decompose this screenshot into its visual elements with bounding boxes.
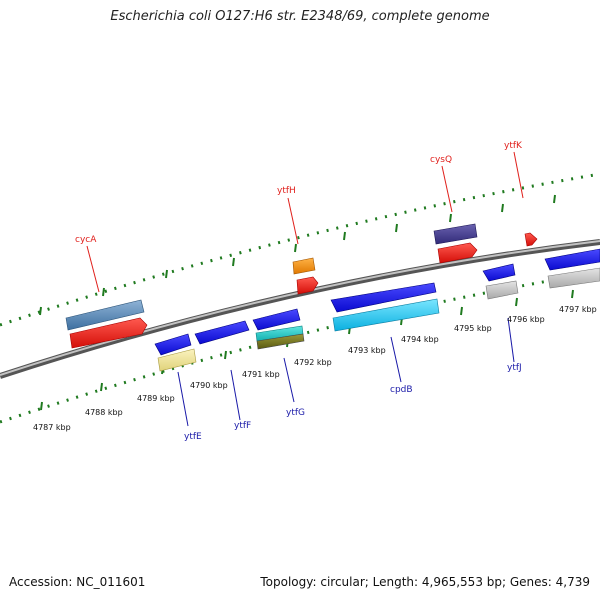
gene-ytfF-arrow xyxy=(194,320,250,345)
gene-label-cpdB: cpdB xyxy=(390,385,413,395)
axis-label-4788: 4788 kbp xyxy=(85,408,123,417)
gene-cycA-block xyxy=(65,299,145,331)
gene-cpdB-arrow xyxy=(330,282,437,313)
axis-label-4794: 4794 kbp xyxy=(401,335,439,344)
gene-cysQ-arrow xyxy=(437,242,478,264)
top-leader-lines xyxy=(86,151,524,293)
gene-label-ytfH: ytfH xyxy=(277,186,296,196)
gene-label-ytfG: ytfG xyxy=(286,408,305,418)
major-ticks-top xyxy=(39,194,556,316)
axis-label-4791: 4791 kbp xyxy=(242,370,280,379)
axis-label-4790: 4790 kbp xyxy=(190,381,228,390)
gene-label-ytfF: ytfF xyxy=(234,421,251,431)
gene-cysQ-block xyxy=(433,223,478,245)
gene-label-cycA: cycA xyxy=(75,235,97,245)
gene-ytfJ-arrow xyxy=(482,263,516,282)
gene-ytfG-block-olive xyxy=(256,333,305,350)
gene-right-arrow xyxy=(544,248,600,271)
gene-ytfJ-block xyxy=(485,280,519,300)
map-title: Escherichia coli O127:H6 str. E2348/69, … xyxy=(110,9,490,24)
gene-label-ytfJ: ytfJ xyxy=(507,363,522,373)
gene-cycA-arrow xyxy=(69,317,148,349)
axis-label-4792: 4792 kbp xyxy=(294,358,332,367)
gene-cpdB-block xyxy=(332,298,440,332)
gene-ytfG-arrow xyxy=(252,308,301,331)
axis-label-4795: 4795 kbp xyxy=(454,324,492,333)
bottom-leader-lines xyxy=(177,317,515,427)
axis-label-4787: 4787 kbp xyxy=(33,423,71,432)
axis-label-4793: 4793 kbp xyxy=(348,346,386,355)
genome-stats-text: Topology: circular; Length: 4,965,553 bp… xyxy=(260,575,590,589)
gene-ytfE-arrow xyxy=(154,333,192,356)
gene-label-ytfE: ytfE xyxy=(184,432,202,442)
gene-ytfE-block xyxy=(157,348,197,372)
gene-right-block xyxy=(547,267,600,289)
axis-label-4796: 4796 kbp xyxy=(507,315,545,324)
accession-text: Accession: NC_011601 xyxy=(9,575,146,589)
gene-label-ytfK: ytfK xyxy=(504,141,523,151)
gene-ytfH-arrow xyxy=(296,276,319,295)
axis-label-4797: 4797 kbp xyxy=(559,305,597,314)
gene-ytfH-block xyxy=(292,257,316,275)
axis-label-4789: 4789 kbp xyxy=(137,394,175,403)
tick-track-top xyxy=(0,172,600,327)
gene-ytfK-arrow xyxy=(524,232,538,247)
gene-label-cysQ: cysQ xyxy=(430,155,452,165)
